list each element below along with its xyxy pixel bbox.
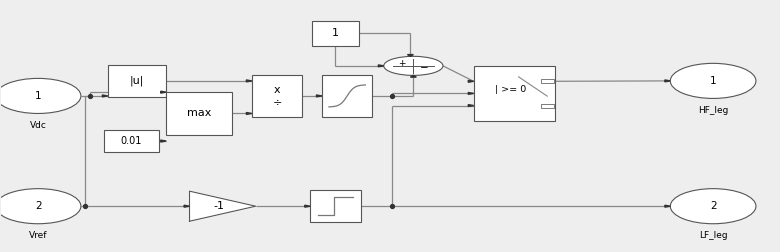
Polygon shape xyxy=(184,205,190,207)
Polygon shape xyxy=(407,55,413,56)
Text: |u|: |u| xyxy=(129,76,144,86)
Polygon shape xyxy=(410,75,417,77)
Text: 1: 1 xyxy=(710,76,717,86)
Text: 2: 2 xyxy=(710,201,717,211)
Ellipse shape xyxy=(670,63,756,99)
Bar xyxy=(312,21,359,46)
Text: 0.01: 0.01 xyxy=(121,136,142,146)
Text: HF_leg: HF_leg xyxy=(698,106,729,115)
Polygon shape xyxy=(305,205,310,207)
Text: 2: 2 xyxy=(35,201,41,211)
Polygon shape xyxy=(102,95,108,97)
Polygon shape xyxy=(378,65,384,67)
Polygon shape xyxy=(468,92,473,94)
Polygon shape xyxy=(665,80,670,82)
Text: +: + xyxy=(399,59,406,68)
Circle shape xyxy=(384,56,443,75)
Bar xyxy=(252,75,303,117)
Ellipse shape xyxy=(0,189,81,224)
Text: -1: -1 xyxy=(213,201,224,211)
Polygon shape xyxy=(161,140,166,142)
Polygon shape xyxy=(246,112,252,114)
Bar xyxy=(105,130,159,152)
Text: x
÷: x ÷ xyxy=(272,85,282,107)
Bar xyxy=(541,79,554,83)
Bar xyxy=(541,104,554,108)
Bar xyxy=(166,92,232,135)
Bar xyxy=(108,65,166,97)
Text: −: − xyxy=(420,63,429,73)
Polygon shape xyxy=(468,105,473,107)
Bar xyxy=(322,75,373,117)
Polygon shape xyxy=(468,80,473,82)
Text: 1: 1 xyxy=(332,28,339,38)
Polygon shape xyxy=(161,91,166,93)
Text: | >= 0: | >= 0 xyxy=(495,84,526,93)
Bar xyxy=(310,190,361,223)
Polygon shape xyxy=(246,80,252,82)
Text: LF_leg: LF_leg xyxy=(699,231,728,240)
Text: 1: 1 xyxy=(35,91,41,101)
Ellipse shape xyxy=(670,189,756,224)
Polygon shape xyxy=(190,191,256,221)
Text: Vdc: Vdc xyxy=(30,121,47,130)
Ellipse shape xyxy=(0,78,81,113)
Polygon shape xyxy=(317,95,322,97)
Text: max: max xyxy=(187,108,211,118)
Bar xyxy=(473,66,555,121)
Polygon shape xyxy=(665,205,670,207)
Text: Vref: Vref xyxy=(29,231,48,240)
